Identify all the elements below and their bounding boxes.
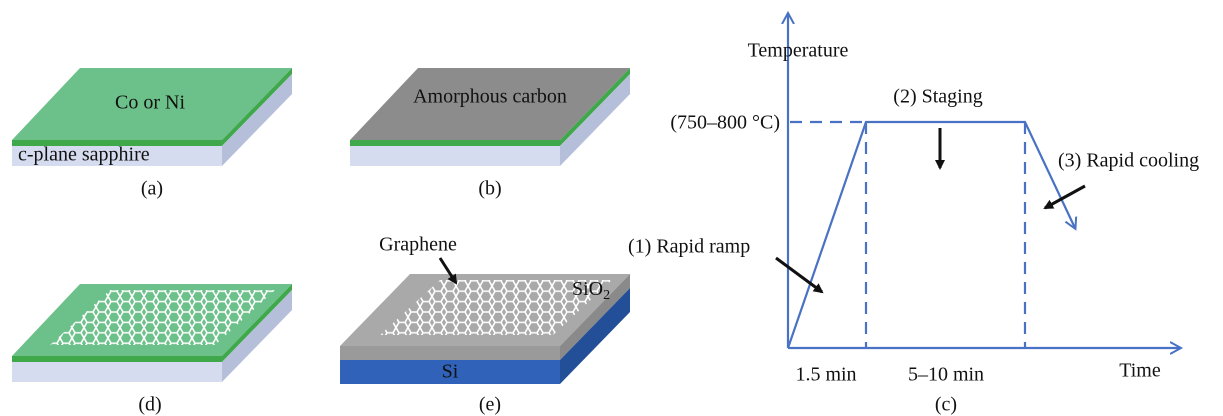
label: (2) Staging	[893, 86, 982, 108]
label: Graphene	[379, 234, 457, 256]
caption: (e)	[479, 394, 501, 416]
label: (750–800 °C)	[670, 112, 780, 134]
caption: (c)	[935, 394, 957, 416]
caption: (d)	[138, 394, 161, 416]
label: Co or Ni	[115, 92, 185, 114]
profile	[788, 14, 1180, 348]
axis-label: Temperature	[748, 40, 849, 62]
caption: (a)	[141, 178, 163, 200]
slab-e	[340, 257, 630, 384]
label: 2	[603, 288, 610, 303]
label: Si	[442, 361, 459, 383]
slab-a	[12, 68, 292, 166]
axis-label: Time	[1119, 360, 1161, 382]
label: 1.5 min	[795, 364, 856, 386]
label: c-plane sapphire	[18, 144, 150, 166]
arrows	[775, 128, 1086, 294]
slab-b	[350, 68, 630, 166]
label: (3) Rapid cooling	[1058, 150, 1199, 172]
label: SiO2	[572, 278, 610, 304]
label: 5–10 min	[908, 364, 984, 386]
label: SiO	[572, 278, 603, 300]
label: (1) Rapid ramp	[628, 236, 750, 258]
caption: (b)	[478, 178, 501, 200]
slab-d	[12, 284, 292, 382]
label: Amorphous carbon	[413, 86, 567, 108]
